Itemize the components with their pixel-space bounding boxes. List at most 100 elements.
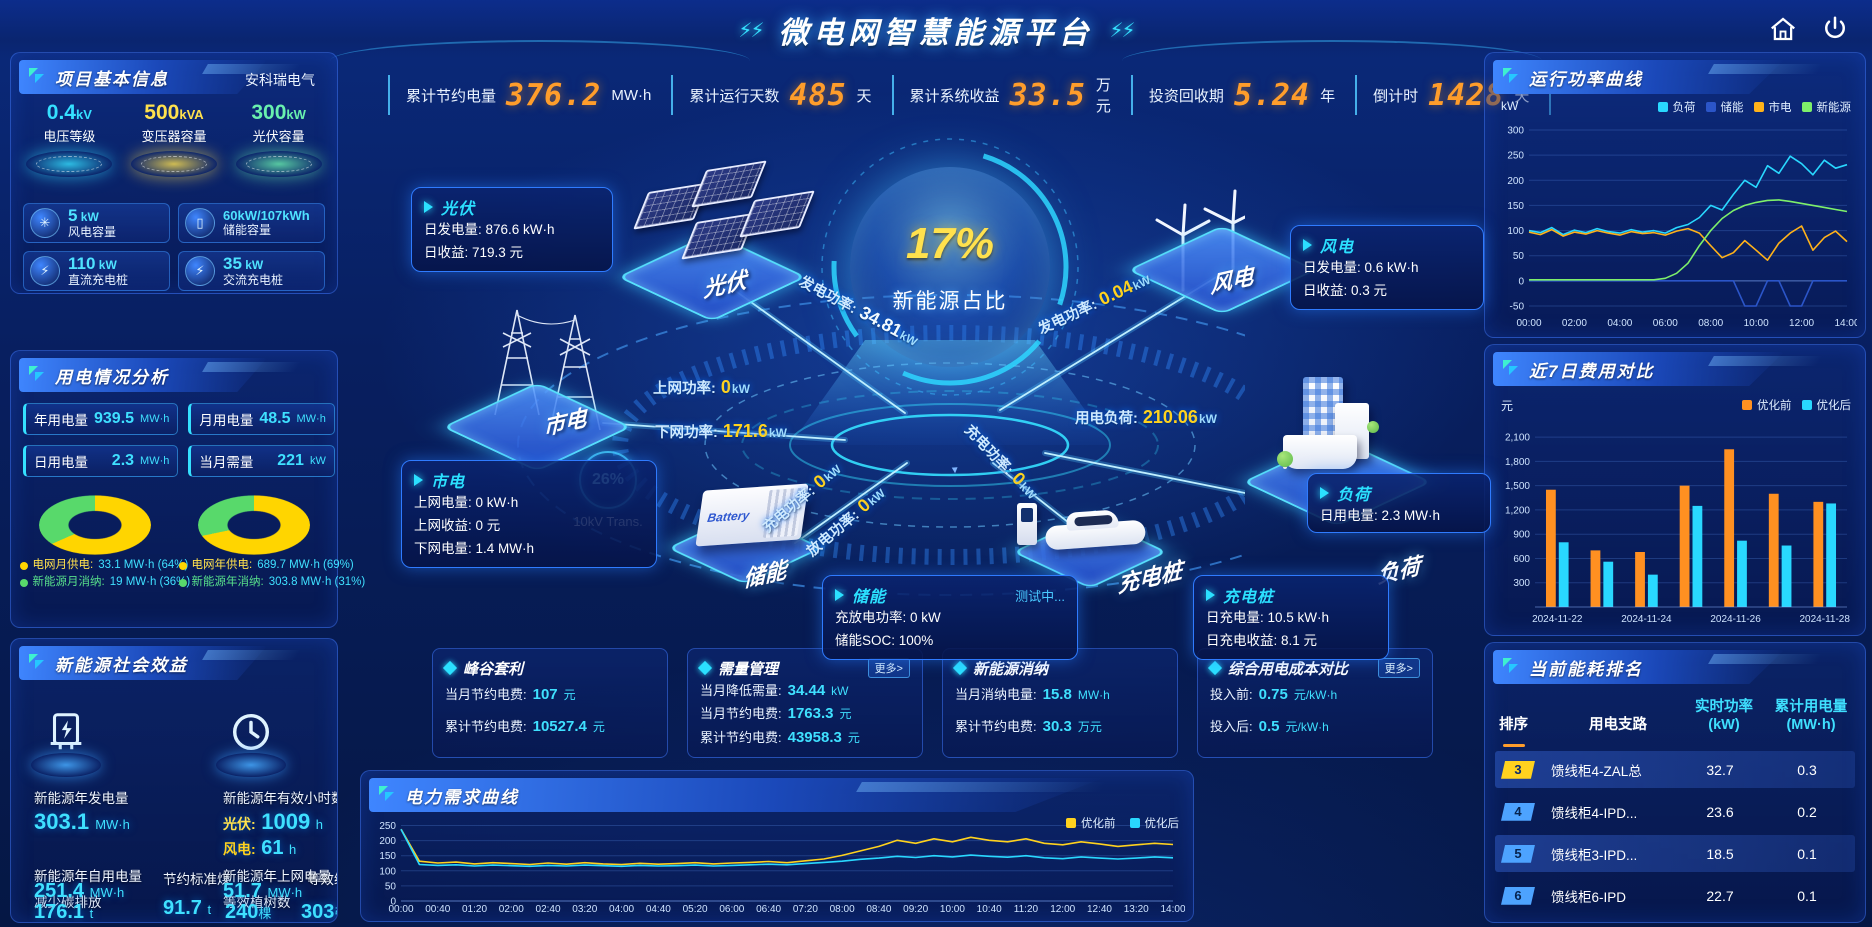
savings-row-unit: 元 [563, 688, 576, 702]
cost-chart: 300 600 900 1,200 1,500 1,800 2,100 2024-11-22 2… [1491, 415, 1857, 630]
power-icon[interactable] [1820, 14, 1850, 44]
benefit-cert-value: 303张 [301, 901, 337, 923]
svg-text:05:20: 05:20 [683, 904, 708, 915]
legend-label: 电网年供电: [191, 559, 253, 571]
savings-row-value: 1763.3 [787, 705, 834, 723]
ev-car-art [1044, 504, 1147, 555]
power-legend: 负荷 储能 市电 新能源 [1657, 99, 1851, 115]
power-curve-svg: -50 0 50 100 150 200 250 300 00:00 02:00 04:00 06:0… [1507, 126, 1860, 329]
page-title: ⚡⚡ 微电网智慧能源平台 ⚡⚡ [738, 8, 1136, 52]
donut-legend: 电网年供电: 689.7 MW·h (69%) 新能源年消纳: 303.8 MW·h … [178, 557, 365, 592]
legend-item: 新能源月消纳: 19 MW·h (36%) [19, 574, 190, 591]
diamond-icon [697, 660, 713, 676]
savings-panel-1: 需量管理 更多> 当月降低需量: 34.44 kW 当月节约电费: 1763.3 元累计节约电… [687, 648, 923, 758]
capacity-card-label: 直流充电桩 [68, 272, 129, 287]
panel-corner-icon [1503, 68, 1520, 85]
savings-panel-title: 峰谷套利 [463, 660, 524, 678]
svg-text:06:40: 06:40 [756, 904, 781, 915]
more-button[interactable]: 更多> [1377, 658, 1420, 678]
legend-label: 电网月供电: [32, 559, 94, 571]
home-icon[interactable] [1768, 14, 1798, 44]
diamond-icon [1207, 660, 1223, 676]
lightning-decor-icon: ⚡⚡ [1109, 19, 1136, 42]
panel-project-title: 项目基本信息 [55, 70, 169, 89]
benefit-pv-hours: 光伏: 1009 h [223, 809, 323, 834]
svg-text:12:00: 12:00 [1050, 904, 1075, 915]
savings-panel-title: 综合用电成本对比 [1228, 660, 1349, 678]
company-select[interactable]: 安科瑞电气 ▼ [245, 70, 960, 477]
savings-panel-title: 新能源消纳 [973, 660, 1049, 678]
flow-draw-power: 下网功率: 171.6kW [655, 421, 787, 441]
kpi-1: 累计运行天数 485 天 [671, 75, 891, 115]
svg-text:06:00: 06:00 [719, 904, 744, 915]
usage-stat-label: 年用电量 [34, 413, 88, 428]
svg-text:2,100: 2,100 [1505, 433, 1530, 444]
svg-text:08:00: 08:00 [830, 904, 855, 915]
more-button[interactable]: 更多> [867, 658, 910, 678]
charger-info-box: 充电桩 日充电量: 10.5 kW·h 日充电收益: 8.1 元 [1193, 575, 1389, 660]
benefit-cert-label: 等效绿证数 [307, 872, 337, 887]
donut-legend: 电网月供电: 33.1 MW·h (64%) 新能源月消纳: 19 MW·h (36%… [19, 557, 190, 592]
panel-project-info: 项目基本信息 安科瑞电气 ▼ 0.4kV 电压等级 500kVA 变压器容量 300kW… [10, 52, 960, 477]
svg-text:1,800: 1,800 [1505, 457, 1530, 468]
kpi-value: 5.24 [1233, 77, 1311, 113]
svg-text:50: 50 [385, 881, 397, 892]
charger-post-art [1017, 503, 1037, 545]
svg-text:08:40: 08:40 [866, 904, 891, 915]
diamond-icon [952, 660, 968, 676]
svg-text:13:20: 13:20 [1124, 904, 1149, 915]
power-axis-unit: kW [1501, 99, 1519, 113]
legend-label: 优化后 [1816, 400, 1852, 412]
svg-text:04:00: 04:00 [1607, 318, 1632, 329]
savings-panel-header: 峰谷套利 [442, 657, 655, 679]
load-building-art [1275, 377, 1395, 497]
kpi-3: 投资回收期 5.24 年 [1130, 75, 1355, 115]
legend-dot [19, 561, 28, 570]
total-energy: 0.1 [1797, 845, 1817, 862]
usage-stat-value: 221 [277, 452, 304, 469]
usage-stat-label: 当月需量 [199, 455, 254, 470]
realtime-power: 23.6 [1706, 803, 1734, 820]
grid-info-box: 市电 上网电量: 0 kW·h 上网收益: 0 元 下网电量: 1.4 MW·h [401, 460, 657, 568]
svg-text:04:00: 04:00 [609, 904, 634, 915]
legend-item: 优化后 [1129, 815, 1179, 831]
legend-item: 优化前 [1742, 397, 1792, 413]
legend-dot [178, 561, 187, 570]
rank-badge: 5 [1501, 844, 1535, 863]
usage-donuts: 电网月供电: 33.1 MW·h (64%) 新能源月消纳: 19 MW·h (36%… [15, 487, 365, 592]
svg-text:11:20: 11:20 [1014, 904, 1039, 915]
savings-row-label: 投入前: [1210, 687, 1253, 702]
svg-text:2024-11-26: 2024-11-26 [1710, 614, 1761, 625]
legend-label: 新能源月消纳: [32, 576, 105, 589]
savings-panel-header: 综合用电成本对比 更多> [1207, 657, 1420, 679]
rank-table-header: 排序 用电支路 实时功率 (kW) 累计用电量 (MW·h) [1485, 684, 1865, 740]
panel-usage-title: 用电情况分析 [55, 368, 169, 387]
benefit-feedin-label: 新能源年上网电量 [223, 869, 331, 884]
cost-legend: 优化前 优化后 [1742, 397, 1851, 413]
kpi-label: 累计运行天数 [689, 87, 780, 105]
panel-project-header: 项目基本信息 安科瑞电气 ▼ [19, 60, 960, 477]
beacon-glow-disc [130, 151, 217, 177]
savings-row-unit: kW [831, 684, 849, 698]
savings-row-value: 30.3 [1042, 717, 1072, 735]
panel-social-benefits: 新能源社会效益 新能源年发电量 303.1 MW·h 新能源年有效小时数 光伏:… [10, 638, 338, 923]
svg-text:600: 600 [1513, 554, 1530, 565]
capacity-card-label: 储能容量 [223, 222, 272, 237]
rank-pagination-indicator [1503, 744, 1525, 748]
hours-pedestal [216, 709, 286, 779]
savings-row-label: 累计节约电费: [955, 718, 1037, 734]
kpi-unit: 年 [1320, 87, 1336, 105]
svg-text:0: 0 [1518, 276, 1524, 287]
savings-row: 当月降低需量: 34.44 kW [700, 679, 910, 702]
benefit-wind-hours: 风电: 61 h [223, 837, 297, 859]
flow-load-power: 用电负荷: 210.06kW [1075, 407, 1217, 427]
company-select-value: 安科瑞电气 [245, 72, 315, 88]
panel-rank-header: 当前能耗排名 [1493, 650, 1857, 684]
benefit-gen-value: 303.1 MW·h [34, 809, 130, 834]
cost-compare-svg: 300 600 900 1,200 1,500 1,800 2,100 2024-11-22 2… [1505, 433, 1850, 625]
lightning-decor-icon: ⚡⚡ [738, 19, 764, 42]
svg-text:09:20: 09:20 [903, 904, 928, 915]
savings-row-unit: 元 [839, 707, 852, 722]
capacity-card-unit: kW [95, 258, 117, 273]
